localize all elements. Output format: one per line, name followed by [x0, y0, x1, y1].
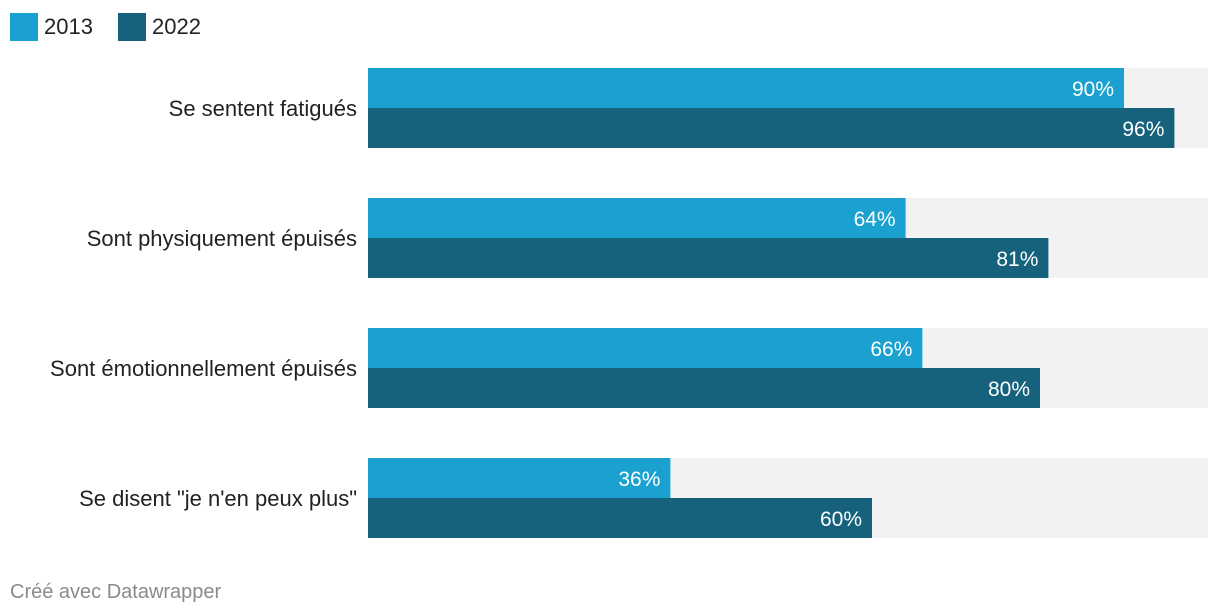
legend-swatch-2013 [10, 13, 38, 41]
legend-label-2022: 2022 [152, 14, 201, 39]
category-label: Se sentent fatigués [169, 96, 357, 121]
bar-2013[interactable] [368, 68, 1124, 108]
legend-label-2013: 2013 [44, 14, 93, 39]
value-labels-group: 90% 96% 64% 81% 66% 80% 36% 60% [618, 78, 1164, 531]
category-labels-group: Se sentent fatigués Sont physiquement épu… [50, 96, 357, 511]
category-label: Se disent "je n'en peux plus" [79, 486, 357, 511]
bar-2022[interactable] [368, 498, 872, 538]
value-label: 81% [996, 248, 1038, 271]
bar-2013[interactable] [368, 458, 671, 498]
bar-2013[interactable] [368, 198, 906, 238]
value-label: 60% [820, 508, 862, 531]
category-label: Sont émotionnellement épuisés [50, 356, 357, 381]
value-label: 90% [1072, 78, 1114, 101]
bar-2022[interactable] [368, 108, 1175, 148]
legend-swatch-2022 [118, 13, 146, 41]
bars-group [368, 68, 1175, 538]
value-label: 64% [854, 208, 896, 231]
bar-2013[interactable] [368, 328, 923, 368]
credit-text[interactable]: Créé avec Datawrapper [10, 581, 222, 603]
value-label: 96% [1122, 118, 1164, 141]
chart-legend: 2013 2022 [10, 13, 201, 41]
bar-2022[interactable] [368, 368, 1040, 408]
value-label: 66% [870, 338, 912, 361]
bar-2022[interactable] [368, 238, 1049, 278]
category-label: Sont physiquement épuisés [87, 226, 357, 251]
value-label: 36% [618, 468, 660, 491]
value-label: 80% [988, 378, 1030, 401]
